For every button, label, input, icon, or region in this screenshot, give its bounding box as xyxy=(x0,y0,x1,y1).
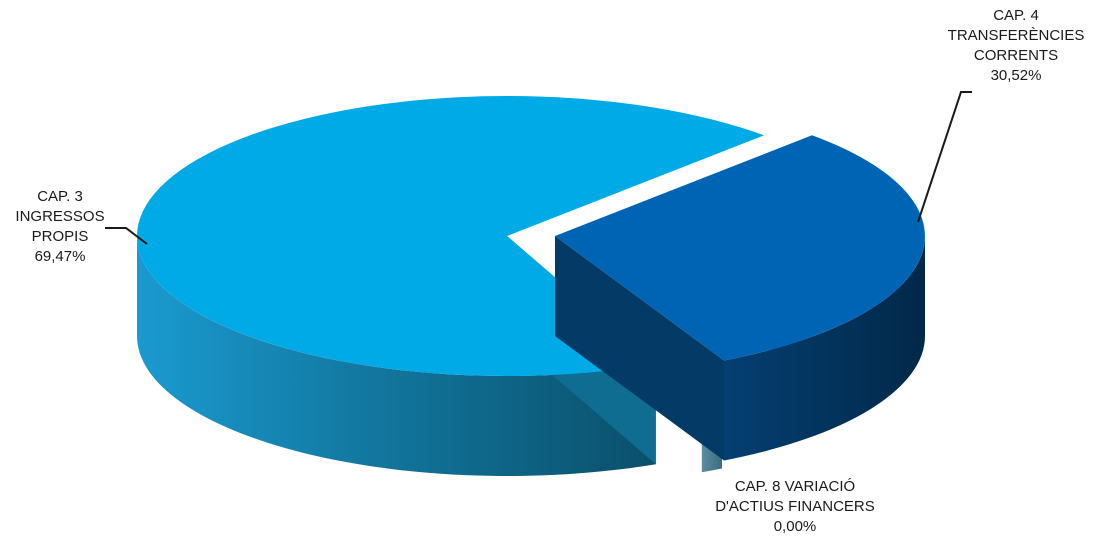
leader-line-transferencies-corrents xyxy=(917,91,972,223)
label-line: INGRESSOS xyxy=(15,208,105,225)
slice-top-ingressos-propis xyxy=(137,96,765,377)
label-line: CORRENTS xyxy=(973,47,1059,64)
label-line: D'ACTIUS FINANCERS xyxy=(715,498,875,515)
data-label-transferencies-corrents: CAP. 4 TRANSFERÈNCIES CORRENTS 30,52% xyxy=(936,6,1096,86)
slice-side-ingressos-propis xyxy=(137,236,656,477)
slice-wall-transferencies-corrents xyxy=(555,236,724,461)
leader-line-ingressos-propis xyxy=(105,227,148,245)
label-line: CAP. 8 VARIACIÓ xyxy=(734,478,856,495)
label-line: CAP. 4 xyxy=(993,7,1039,24)
label-line: CAP. 3 xyxy=(37,188,83,205)
label-value: 69,47% xyxy=(34,248,86,265)
data-label-ingressos-propis: CAP. 3 INGRESSOS PROPIS 69,47% xyxy=(10,187,110,267)
label-line: TRANSFERÈNCIES xyxy=(947,27,1085,44)
label-line: PROPIS xyxy=(31,228,89,245)
pie-slice-transferencies-corrents xyxy=(555,135,925,461)
slice-side-transferencies-corrents xyxy=(724,236,925,461)
label-value: 0,00% xyxy=(773,518,817,535)
slice-top-transferencies-corrents xyxy=(555,135,925,361)
label-value: 30,52% xyxy=(990,67,1042,84)
data-label-actius-financers: CAP. 8 VARIACIÓ D'ACTIUS FINANCERS 0,00% xyxy=(690,477,900,537)
